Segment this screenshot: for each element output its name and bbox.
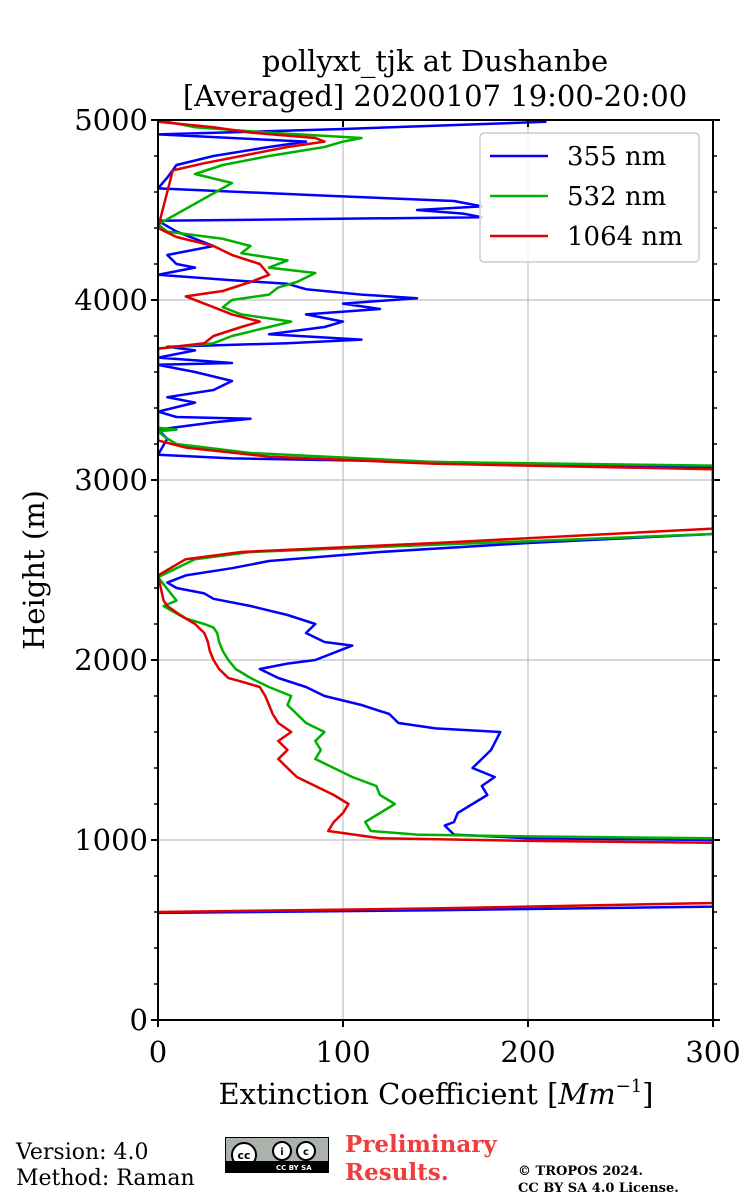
svg-text:i: i (280, 1147, 283, 1158)
legend-label: 532 nm (567, 182, 666, 212)
extinction-profile-chart: pollyxt_tjk at Dushanbe [Averaged] 20200… (17, 44, 741, 1111)
y-tick-label: 3000 (74, 463, 148, 497)
plot-frame (157, 119, 714, 1021)
x-axis-label: Extinction Coefficient [Mm−1] (219, 1076, 654, 1111)
series-layer (158, 120, 713, 915)
chart-title: pollyxt_tjk at Dushanbe (262, 44, 608, 79)
y-tick-label: 5000 (74, 103, 148, 137)
method-text: Method: Raman (16, 1166, 195, 1191)
x-tick-label: 0 (149, 1035, 167, 1069)
svg-text:c: c (303, 1147, 309, 1158)
legend-label: 1064 nm (567, 222, 683, 252)
x-tick-label: 300 (685, 1035, 740, 1069)
series-line-532-nm (158, 120, 713, 840)
license-text: CC BY SA 4.0 License. (518, 1181, 679, 1196)
series-line-1064-nm (158, 120, 713, 914)
legend-label: 355 nm (567, 142, 666, 172)
axes (157, 119, 714, 1021)
y-tick-label: 4000 (74, 283, 148, 317)
y-tick-label: 2000 (74, 643, 148, 677)
svg-text:cc: cc (237, 1149, 250, 1162)
preliminary-label: Preliminary (345, 1131, 497, 1158)
results-label: Results. (345, 1159, 449, 1186)
y-tick-label: 0 (130, 1003, 148, 1037)
y-axis-label: Height (m) (17, 490, 51, 650)
y-tick-label: 1000 (74, 823, 148, 857)
legend: 355 nm 532 nm 1064 nm (479, 132, 700, 263)
chart-subtitle: [Averaged] 20200107 19:00-20:00 (183, 79, 687, 113)
x-tick-label: 200 (500, 1035, 555, 1069)
x-tick-label: 100 (315, 1035, 370, 1069)
version-text: Version: 4.0 (16, 1140, 149, 1165)
copyright-text: © TROPOS 2024. (518, 1164, 644, 1179)
cc-license-badge: cc i c CC BY SA (225, 1137, 329, 1173)
license-badge-text: CC BY SA (276, 1164, 312, 1172)
legend-box (479, 132, 700, 263)
